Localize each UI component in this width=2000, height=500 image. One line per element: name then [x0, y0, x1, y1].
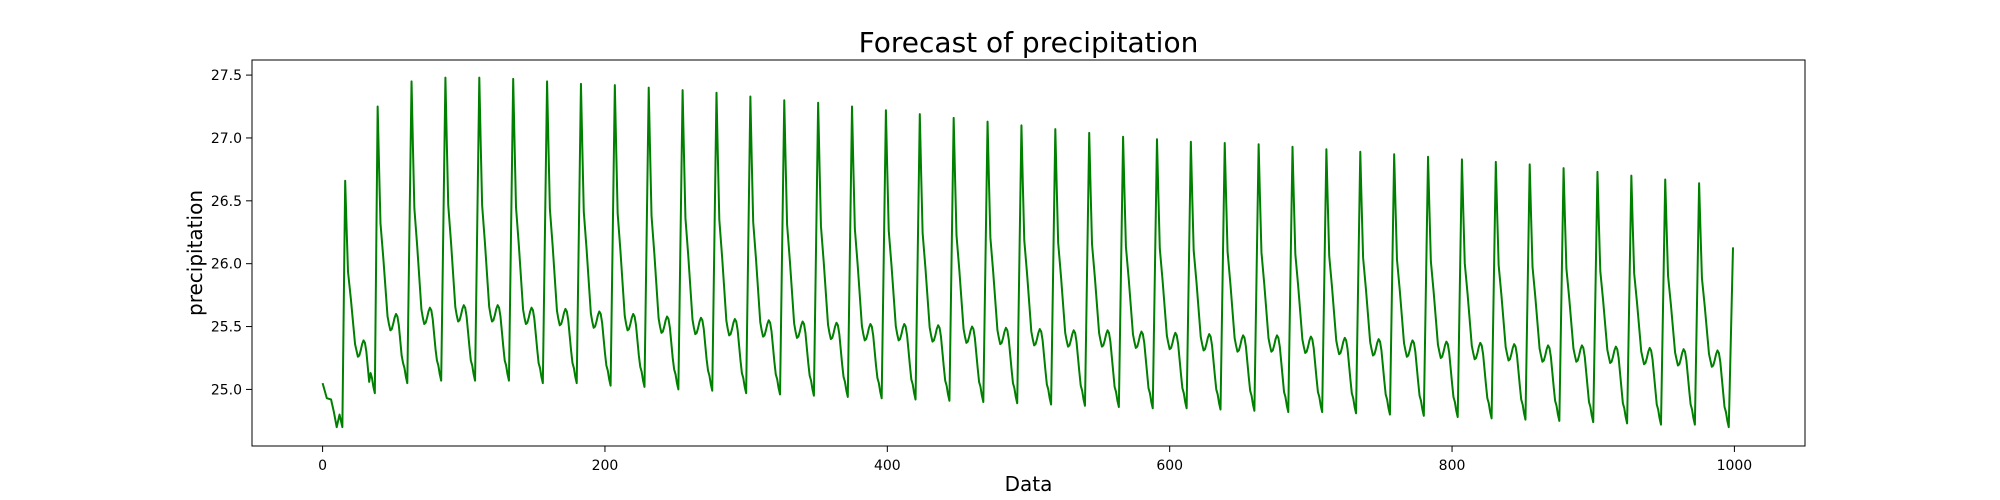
- y-tick-label: 27.0: [211, 131, 242, 147]
- y-tick-label: 25.5: [211, 320, 242, 336]
- y-tick-label: 26.0: [211, 257, 242, 273]
- x-tick-label: 400: [874, 458, 901, 474]
- precipitation-series-line: [321, 76, 1734, 429]
- y-tick-label: 26.5: [211, 194, 242, 210]
- y-axis-label: precipitation: [183, 190, 207, 316]
- x-axis-ticks: 0 200 400 600 800 1000: [318, 446, 1752, 474]
- x-tick-label: 200: [592, 458, 619, 474]
- y-tick-label: 25.0: [211, 382, 242, 398]
- y-tick-label: 27.5: [211, 68, 242, 84]
- x-tick-label: 600: [1156, 458, 1183, 474]
- x-tick-label: 0: [318, 458, 327, 474]
- y-axis-ticks: 25.0 25.5 26.0 26.5 27.0 27.5: [211, 68, 252, 398]
- x-axis-label: Data: [1005, 472, 1053, 496]
- plot-area-frame: [251, 59, 1806, 447]
- x-tick-label: 800: [1439, 458, 1466, 474]
- x-tick-label: 1000: [1717, 458, 1753, 474]
- chart-title: Forecast of precipitation: [859, 26, 1199, 59]
